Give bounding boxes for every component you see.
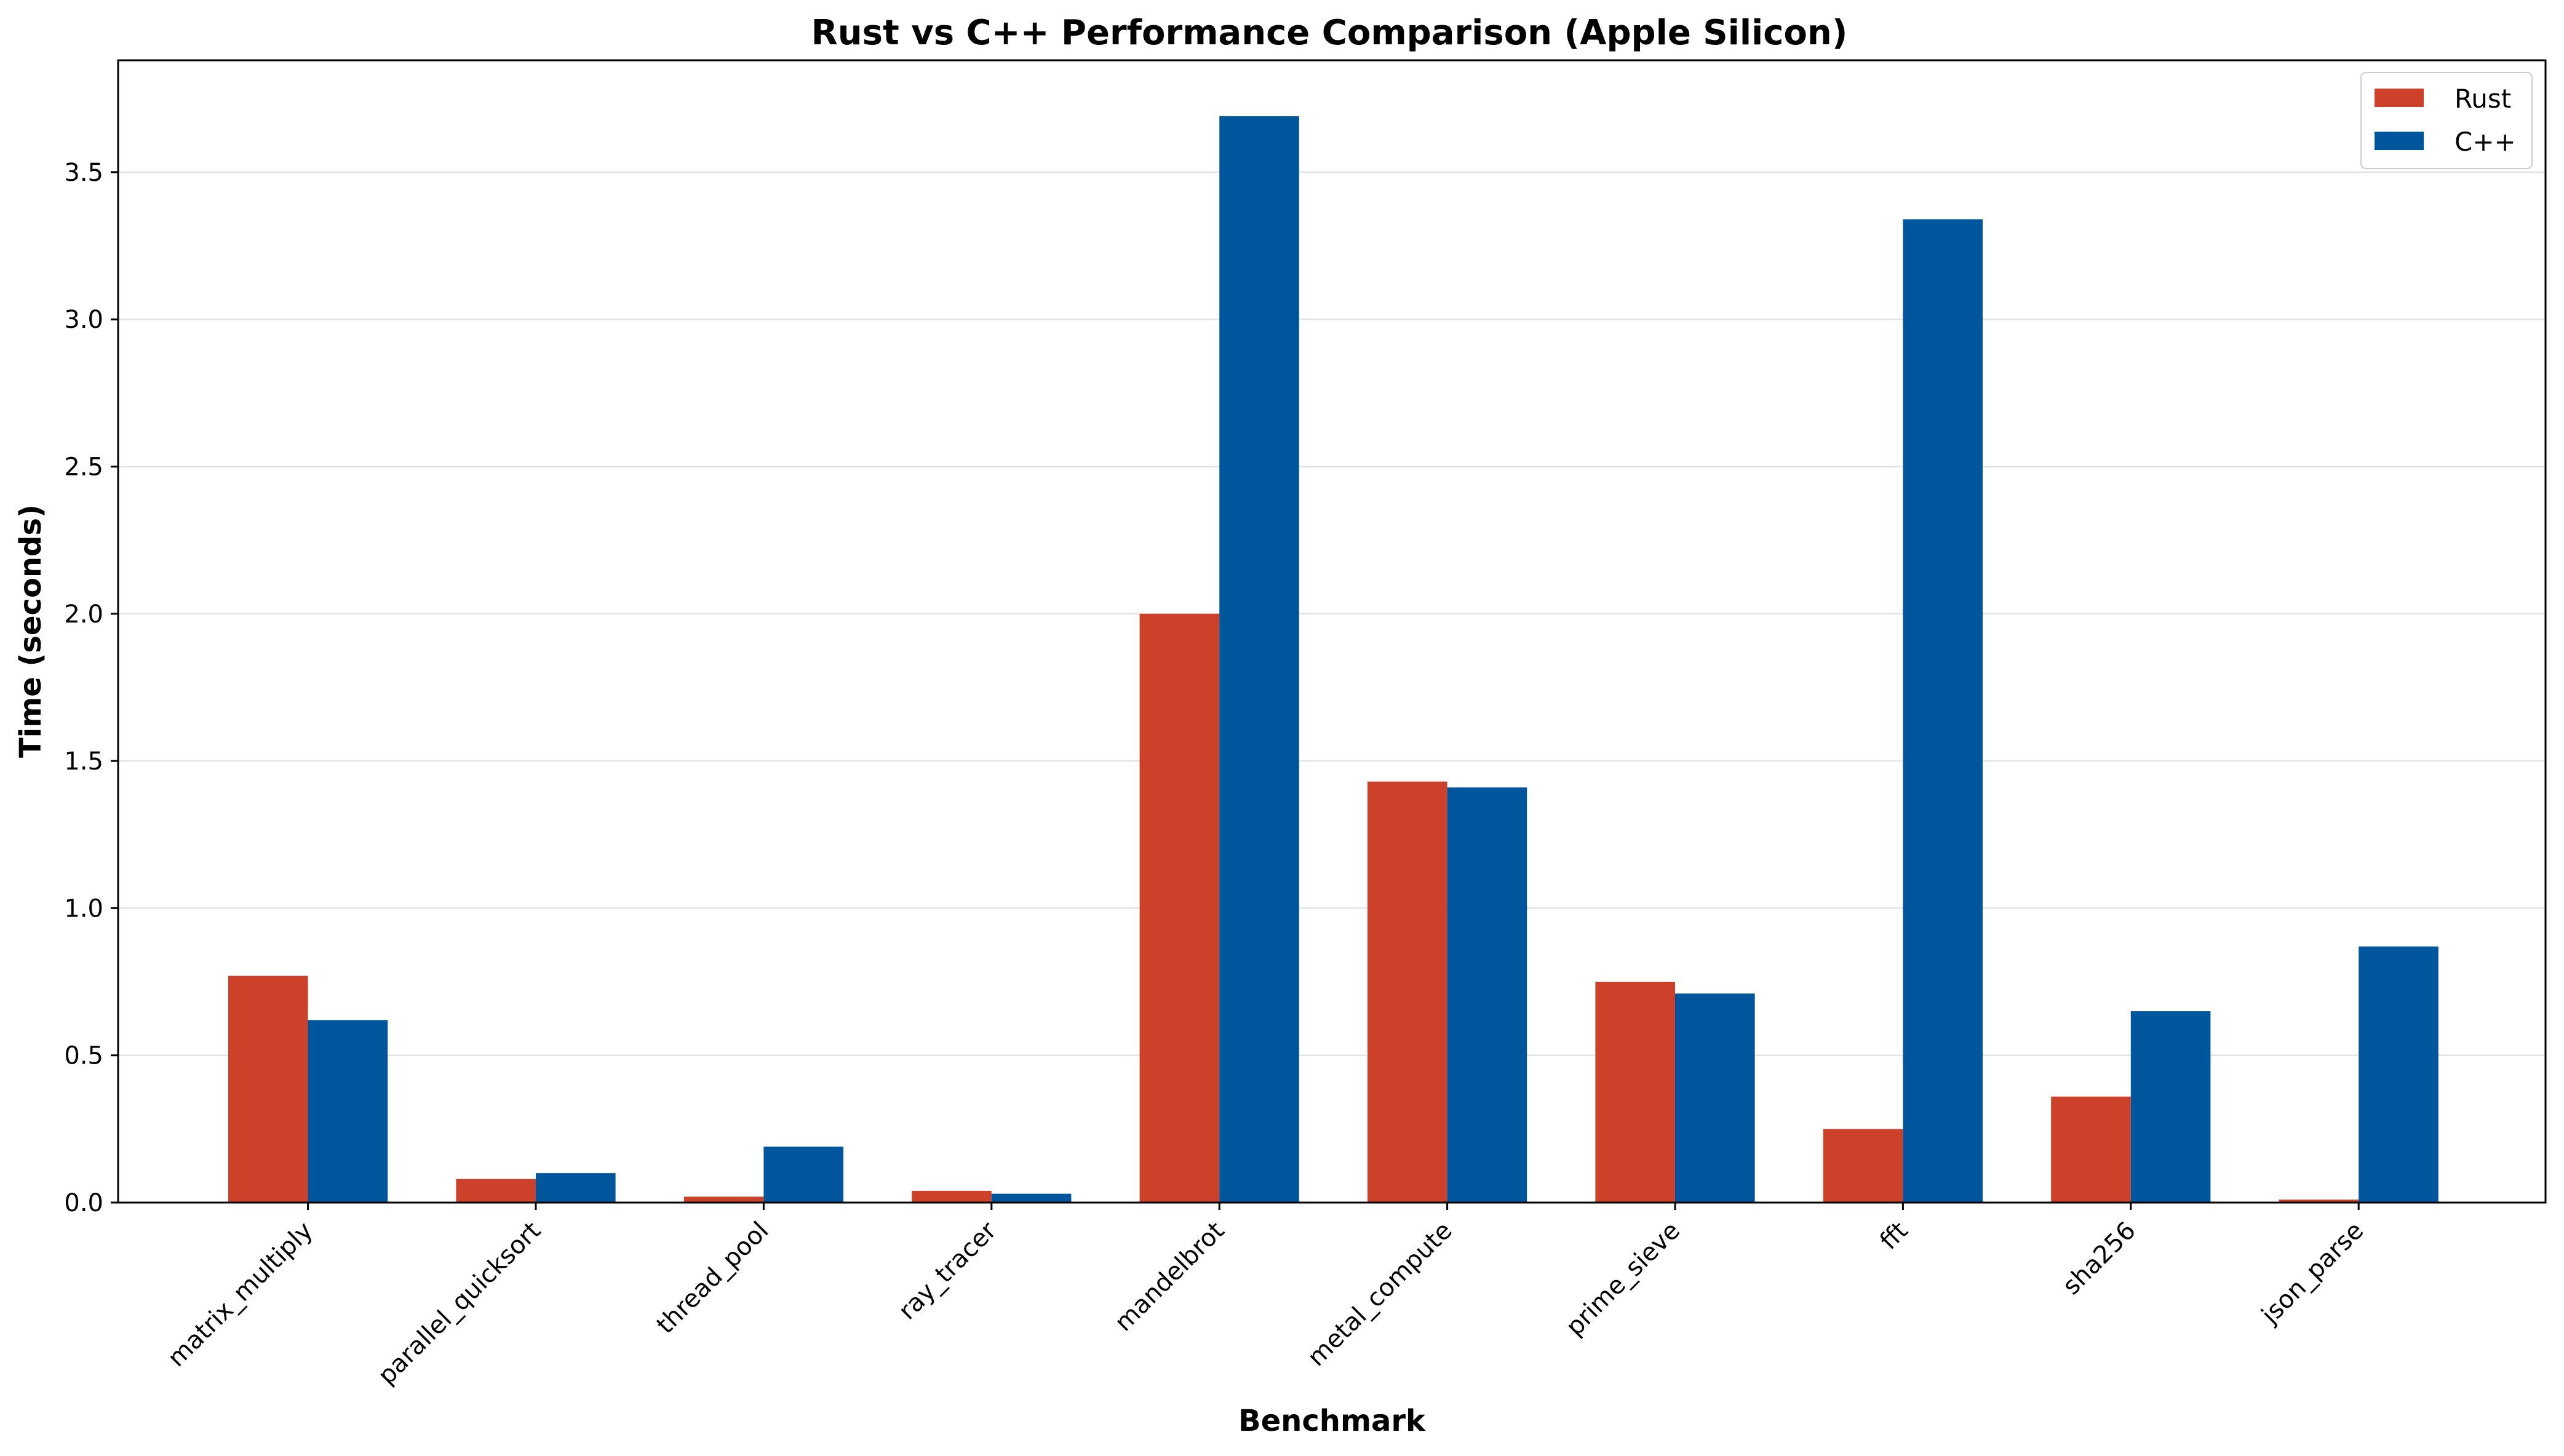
legend-swatch-cpp <box>2375 132 2424 150</box>
chart-title: Rust vs C++ Performance Comparison (Appl… <box>811 13 1848 53</box>
x-tick-label: metal_compute <box>1302 1217 1458 1372</box>
bar-rust-ray_tracer <box>912 1190 992 1203</box>
x-tick-label: thread_pool <box>651 1217 774 1340</box>
bar-cpp-sha256 <box>2130 1011 2211 1203</box>
x-tick-label: matrix_multiply <box>162 1217 319 1373</box>
bar-rust-sha256 <box>2051 1096 2131 1203</box>
y-tick-label: 2.5 <box>64 453 103 481</box>
x-tick-label: prime_sieve <box>1561 1217 1686 1342</box>
bar-rust-metal_compute <box>1368 781 1447 1203</box>
bar-rust-mandelbrot <box>1139 613 1220 1203</box>
bar-rust-prime_sieve <box>1595 982 1675 1203</box>
legend-swatch-rust <box>2375 89 2424 107</box>
y-tick-label: 0.5 <box>64 1042 103 1070</box>
bar-cpp-json_parse <box>2359 946 2439 1203</box>
bars <box>228 116 2439 1203</box>
x-tick-label: mandelbrot <box>1109 1217 1230 1337</box>
bar-rust-parallel_quicksort <box>456 1179 536 1203</box>
y-tick-label: 0.0 <box>64 1189 103 1217</box>
legend: Rust C++ <box>2360 72 2533 169</box>
y-axis-label: Time (seconds) <box>14 504 48 758</box>
bar-cpp-thread_pool <box>763 1147 843 1203</box>
y-tick-label: 3.0 <box>64 306 103 334</box>
legend-label-rust: Rust <box>2455 84 2511 114</box>
bar-cpp-matrix_multiply <box>308 1020 388 1203</box>
y-tick-label: 1.5 <box>64 747 103 776</box>
x-tick-label: fft <box>1874 1217 1913 1255</box>
bar-cpp-metal_compute <box>1447 787 1527 1203</box>
y-axis-ticks: 0.0 0.5 1.0 1.5 2.0 2.5 3.0 3.5 <box>64 159 118 1217</box>
x-tick-label: sha256 <box>2057 1217 2141 1301</box>
x-axis-ticks: matrix_multiply parallel_quicksort thread_… <box>162 1203 2369 1390</box>
bar-rust-fft <box>1823 1129 1903 1203</box>
bar-rust-matrix_multiply <box>228 976 308 1203</box>
x-tick-label: ray_tracer <box>893 1216 1002 1325</box>
legend-label-cpp: C++ <box>2455 127 2516 157</box>
bar-cpp-mandelbrot <box>1219 116 1299 1203</box>
bar-cpp-parallel_quicksort <box>536 1173 616 1203</box>
gridlines <box>118 171 2546 1204</box>
x-axis-label: Benchmark <box>1238 1404 1426 1438</box>
y-tick-label: 3.5 <box>64 159 103 187</box>
bar-cpp-prime_sieve <box>1675 993 1755 1203</box>
bar-rust-json_parse <box>2279 1199 2359 1203</box>
bar-rust-thread_pool <box>683 1196 764 1203</box>
x-tick-label: json_parse <box>2256 1217 2369 1330</box>
y-tick-label: 1.0 <box>64 894 103 923</box>
y-tick-label: 2.0 <box>64 600 103 629</box>
bar-cpp-fft <box>1903 219 1983 1203</box>
x-tick-label: parallel_quicksort <box>373 1217 546 1390</box>
plot-frame <box>117 59 2547 1204</box>
bar-cpp-ray_tracer <box>991 1193 1072 1203</box>
